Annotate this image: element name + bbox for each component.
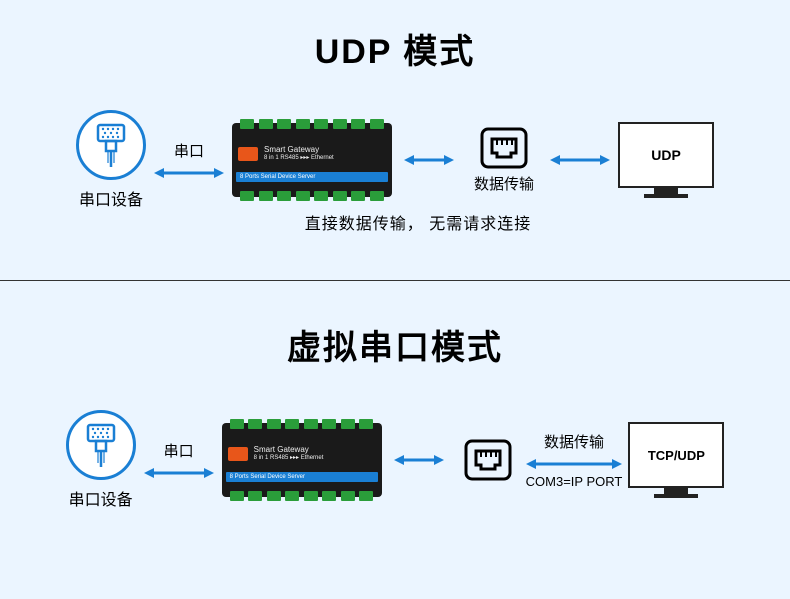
monitor-node: TCP/UDP xyxy=(628,422,724,498)
section2-title: 虚拟串口模式 xyxy=(0,280,790,369)
double-arrow-icon xyxy=(550,152,610,168)
serial-device-node: 串口设备 xyxy=(66,410,136,510)
arrow-eth-to-monitor: 数据传输 COM3=IP PORT xyxy=(526,431,623,489)
monitor-text: TCP/UDP xyxy=(648,448,705,463)
ethernet-port-icon xyxy=(464,439,512,481)
monitor-icon: UDP xyxy=(618,122,714,188)
section2-row: 串口设备 串口 Smart Gateway 8 in 1 RS485 ▸▸▸ E… xyxy=(0,410,790,510)
gateway-device-icon: Smart Gateway 8 in 1 RS485 ▸▸▸ Ethernet … xyxy=(232,123,392,197)
gateway-bar-text: 8 Ports Serial Device Server xyxy=(226,474,305,480)
arrow-gateway-to-eth xyxy=(404,152,454,168)
eth-label: 数据传输 xyxy=(474,173,534,194)
double-arrow-icon xyxy=(144,465,214,481)
section1-caption: 直接数据传输， 无需请求连接 xyxy=(248,210,588,234)
section-udp: UDP 模式 串口设备 串口 xyxy=(0,0,790,280)
double-arrow-icon xyxy=(526,456,622,472)
double-arrow-icon xyxy=(404,152,454,168)
arrow3-label-top: 数据传输 xyxy=(544,431,604,452)
monitor-text: UDP xyxy=(651,147,681,163)
serial-port-icon xyxy=(66,410,136,480)
gateway-model: 8 in 1 RS485 ▸▸▸ Ethernet xyxy=(254,455,324,462)
double-arrow-icon xyxy=(394,452,444,468)
arrow-serial-to-gateway: 串口 xyxy=(154,140,224,181)
gateway-bar-text: 8 Ports Serial Device Server xyxy=(236,174,315,180)
gateway-node: Smart Gateway 8 in 1 RS485 ▸▸▸ Ethernet … xyxy=(232,123,392,197)
arrow1-label: 串口 xyxy=(164,440,194,461)
monitor-icon: TCP/UDP xyxy=(628,422,724,488)
section1-row: 串口设备 串口 Smart Gateway 8 in 1 RS485 ▸▸▸ E… xyxy=(0,110,790,210)
ethernet-port-icon xyxy=(480,127,528,169)
serial-device-label: 串口设备 xyxy=(69,486,133,510)
serial-device-label: 串口设备 xyxy=(79,186,143,210)
gateway-model: 8 in 1 RS485 ▸▸▸ Ethernet xyxy=(264,155,334,162)
section1-title: UDP 模式 xyxy=(0,0,790,73)
gateway-device-icon: Smart Gateway 8 in 1 RS485 ▸▸▸ Ethernet … xyxy=(222,423,382,497)
monitor-node: UDP xyxy=(618,122,714,198)
serial-port-icon xyxy=(76,110,146,180)
gateway-brand: Smart Gateway xyxy=(254,446,324,455)
section-virtual-serial: 虚拟串口模式 串口设备 串口 xyxy=(0,280,790,599)
serial-device-node: 串口设备 xyxy=(76,110,146,210)
arrow-serial-to-gateway: 串口 xyxy=(144,440,214,481)
gateway-node: Smart Gateway 8 in 1 RS485 ▸▸▸ Ethernet … xyxy=(222,423,382,497)
arrow-eth-to-monitor xyxy=(550,152,610,168)
arrow3-label-bottom: COM3=IP PORT xyxy=(526,474,623,489)
gateway-brand: Smart Gateway xyxy=(264,146,334,155)
ethernet-port-node xyxy=(464,439,512,481)
ethernet-port-node: 数据传输 xyxy=(474,127,534,194)
arrow-gateway-to-eth xyxy=(394,452,444,468)
double-arrow-icon xyxy=(154,165,224,181)
arrow1-label: 串口 xyxy=(174,140,204,161)
